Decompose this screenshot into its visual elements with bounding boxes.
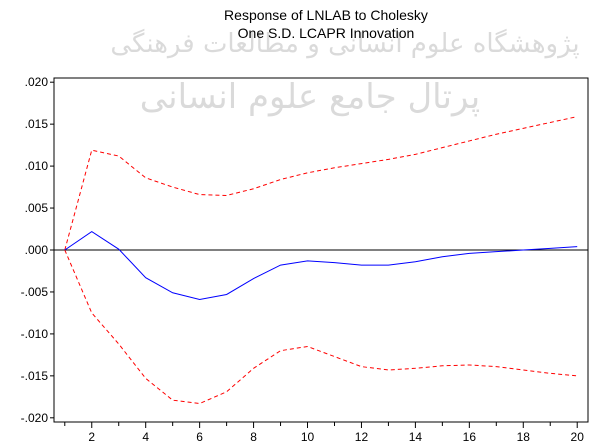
y-tick-label: -.005 <box>21 285 49 299</box>
y-tick-label: -.020 <box>21 411 49 425</box>
x-tick-label: 8 <box>250 430 257 444</box>
watermark-line-1: پژوهشگاه علوم انسانی و مطالعات فرهنگی <box>110 28 579 59</box>
y-tick-label: .010 <box>25 159 49 173</box>
x-tick-label: 14 <box>409 430 423 444</box>
x-tick-label: 10 <box>301 430 315 444</box>
chart-title-line-2: One S.D. LCAPR Innovation <box>238 25 415 41</box>
x-tick-label: 18 <box>517 430 531 444</box>
x-tick-label: 12 <box>355 430 369 444</box>
chart-title: Response of LNLAB to Cholesky One S.D. L… <box>224 7 428 41</box>
response-line <box>64 230 578 301</box>
y-tick-label: .020 <box>25 75 49 89</box>
watermark: پژوهشگاه علوم انسانی و مطالعات فرهنگی پر… <box>110 28 579 117</box>
x-tick-label: 20 <box>571 430 585 444</box>
watermark-line-2: پرتال جامع علوم انسانی <box>140 77 480 117</box>
chart-title-line-1: Response of LNLAB to Cholesky <box>224 7 428 23</box>
y-tick-label: .005 <box>25 201 49 215</box>
x-tick-label: 4 <box>142 430 149 444</box>
series-layer <box>64 116 578 405</box>
x-tick-label: 2 <box>88 430 95 444</box>
upper-band-line <box>64 116 578 251</box>
x-axis: 2 4 6 8 10 12 14 16 18 20 <box>64 422 585 444</box>
x-tick-label: 6 <box>196 430 203 444</box>
y-axis: .020 .015 .010 .005 .000 -.005 -.010 -.015 -.020 <box>21 75 54 425</box>
y-tick-label: .015 <box>25 117 49 131</box>
y-tick-label: -.010 <box>21 327 49 341</box>
y-tick-label: -.015 <box>21 369 49 383</box>
x-tick-label: 16 <box>463 430 477 444</box>
y-tick-label: .000 <box>25 243 49 257</box>
lower-band-line <box>64 249 578 405</box>
